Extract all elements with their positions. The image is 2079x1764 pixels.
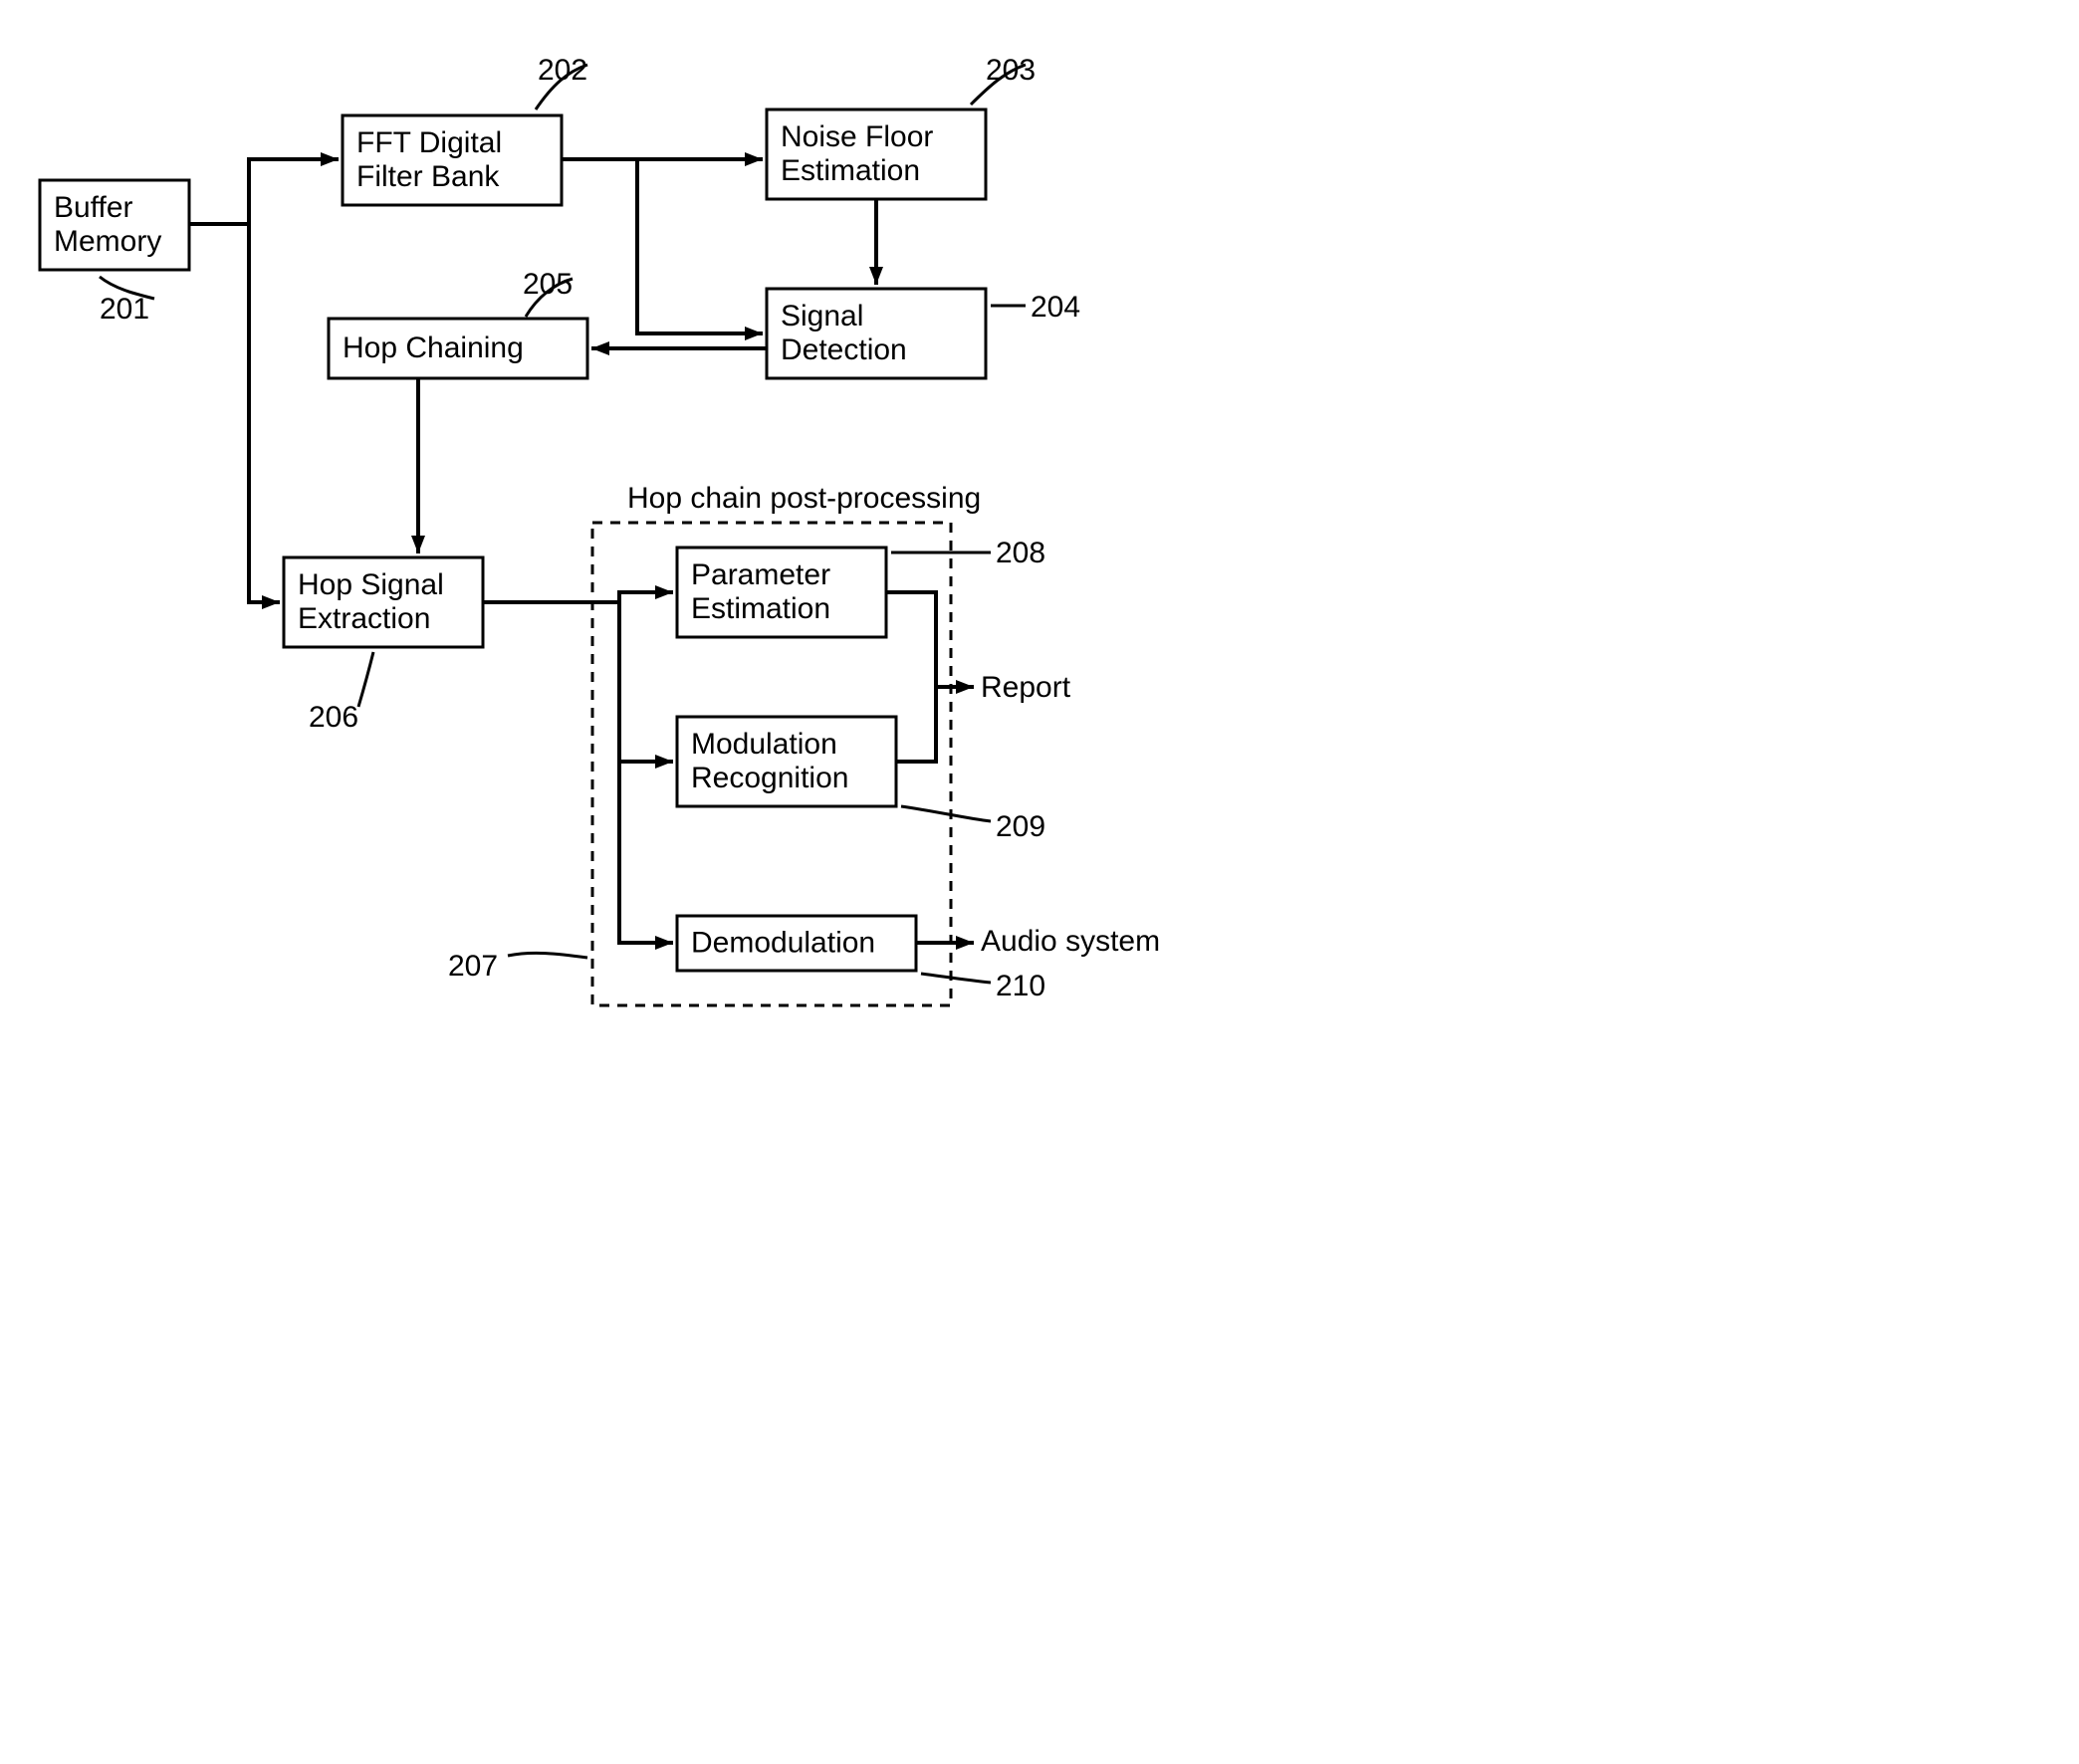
- node-208-label: Estimation: [691, 592, 830, 625]
- node-209: ModulationRecognition: [677, 717, 896, 806]
- ref-label-201: 201: [100, 293, 149, 326]
- ref-leader-207: [508, 953, 587, 958]
- ref-label-210: 210: [996, 970, 1045, 1002]
- edge-e-split-206: [249, 224, 280, 602]
- node-208-label: Parameter: [691, 558, 830, 591]
- node-208: ParameterEstimation: [677, 548, 886, 637]
- ref-label-208: 208: [996, 537, 1045, 569]
- edge-e-640-204: [637, 159, 763, 333]
- edge-e209-join: [896, 687, 936, 762]
- ref-leader-206: [358, 652, 373, 707]
- output-label-report: Report: [981, 671, 1071, 704]
- node-205: Hop Chaining: [329, 319, 587, 378]
- node-201-label: Buffer: [54, 191, 133, 224]
- node-201-label: Memory: [54, 225, 161, 258]
- node-203-label: Noise Floor: [781, 120, 933, 153]
- ref-label-205: 205: [523, 268, 573, 301]
- ref-label-206: 206: [309, 701, 358, 734]
- node-209-label: Recognition: [691, 762, 848, 794]
- node-201: BufferMemory: [40, 180, 189, 270]
- node-202-label: Filter Bank: [356, 160, 500, 193]
- node-205-label: Hop Chaining: [343, 331, 524, 364]
- node-206-label: Hop Signal: [298, 568, 444, 601]
- node-204-label: Detection: [781, 333, 907, 366]
- node-209-label: Modulation: [691, 728, 837, 761]
- edge-e-622-210: [619, 762, 673, 943]
- ref-label-204: 204: [1031, 291, 1080, 324]
- flowchart-canvas: BufferMemory FFT DigitalFilter Bank Noise …: [0, 0, 1248, 1058]
- node-204: SignalDetection: [767, 289, 986, 378]
- node-203-label: Estimation: [781, 154, 920, 187]
- ref-leader-210: [921, 974, 991, 983]
- output-label-audio_system: Audio system: [981, 925, 1160, 958]
- node-210: Demodulation: [677, 916, 916, 971]
- edge-e-split-202: [249, 159, 339, 224]
- ref-label-203: 203: [986, 54, 1036, 87]
- ref-leader-209: [901, 806, 991, 821]
- node-204-label: Signal: [781, 300, 863, 332]
- ref-label-207: 207: [448, 950, 498, 983]
- ref-label-202: 202: [538, 54, 587, 87]
- node-202-label: FFT Digital: [356, 126, 502, 159]
- hop-chain-post-processing-title: Hop chain post-processing: [627, 482, 981, 515]
- node-206: Hop SignalExtraction: [284, 557, 483, 647]
- edge-e-622-209: [619, 602, 673, 762]
- node-202: FFT DigitalFilter Bank: [343, 115, 562, 205]
- edge-e208-join: [886, 592, 936, 687]
- ref-label-209: 209: [996, 810, 1045, 843]
- node-210-label: Demodulation: [691, 927, 875, 960]
- node-206-label: Extraction: [298, 602, 430, 635]
- node-203: Noise FloorEstimation: [767, 110, 986, 199]
